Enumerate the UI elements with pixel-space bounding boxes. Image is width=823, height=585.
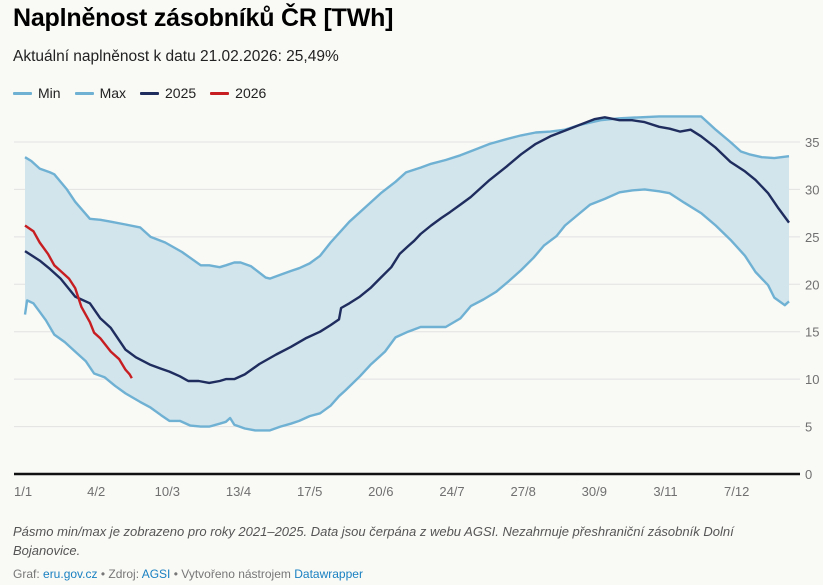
x-tick-label: 20/6 xyxy=(368,484,393,499)
series-line-min xyxy=(23,188,790,432)
legend-label-2025: 2025 xyxy=(165,85,197,101)
series-line-2026 xyxy=(24,224,133,379)
legend: Min Max 2025 2026 xyxy=(13,85,266,101)
datawrapper-link[interactable]: Datawrapper xyxy=(294,567,363,581)
y-tick-label-25: 25 xyxy=(805,230,819,245)
chart-credits: Graf: eru.gov.cz • Zdroj: AGSI • Vytvoře… xyxy=(13,567,363,581)
legend-item-2026: 2026 xyxy=(210,85,266,101)
series-line-2025 xyxy=(24,116,790,385)
y-tick-label-20: 20 xyxy=(805,277,819,292)
x-tick-label: 24/7 xyxy=(439,484,464,499)
y-axis-ticks: 0 5 10 15 20 25 30 35 xyxy=(805,135,819,482)
x-tick-label: 30/9 xyxy=(582,484,607,499)
min-max-band xyxy=(23,115,790,432)
chart-notes: Pásmo min/max je zobrazeno pro roky 2021… xyxy=(13,524,734,558)
legend-label-max: Max xyxy=(99,85,127,101)
x-tick-label: 13/4 xyxy=(226,484,251,499)
legend-item-2025: 2025 xyxy=(140,85,196,101)
source-prefix: • Zdroj: xyxy=(100,567,140,581)
legend-swatch-2026 xyxy=(210,91,230,95)
chart-title: Naplněnost zásobníků ČR [TWh] xyxy=(13,4,394,32)
legend-swatch-2025 xyxy=(140,91,160,95)
series-lines xyxy=(24,116,790,385)
y-tick-label-35: 35 xyxy=(805,135,819,150)
x-tick-label: 27/8 xyxy=(511,484,536,499)
series-line-max xyxy=(24,115,790,280)
legend-label-2026: 2026 xyxy=(235,85,267,101)
band-area xyxy=(25,116,789,431)
graf-prefix: Graf: xyxy=(13,567,40,581)
x-tick-label: 3/11 xyxy=(653,484,677,499)
x-tick-label: 4/2 xyxy=(87,484,105,499)
x-tick-label: 7/12 xyxy=(724,484,749,499)
chart-subtitle: Aktuální naplněnost k datu 21.02.2026: 2… xyxy=(13,48,339,65)
legend-swatch-max xyxy=(74,91,94,95)
y-tick-label-5: 5 xyxy=(805,420,812,435)
graf-link[interactable]: eru.gov.cz xyxy=(43,567,98,581)
x-axis-ticks: 1/1 4/2 10/3 13/4 17/5 20/6 24/7 27/8 30/9 3/11 7/… xyxy=(14,484,749,499)
legend-item-max: Max xyxy=(74,85,127,101)
source-link[interactable]: AGSI xyxy=(141,567,171,581)
y-tick-label-0: 0 xyxy=(805,467,812,482)
legend-item-min: Min xyxy=(13,85,61,101)
created-prefix: • Vytvořeno nástrojem xyxy=(173,567,291,581)
y-tick-label-30: 30 xyxy=(805,182,819,197)
legend-label-min: Min xyxy=(38,85,61,101)
x-tick-label: 1/1 xyxy=(14,484,32,499)
x-tick-label: 10/3 xyxy=(155,484,180,499)
x-tick-label: 17/5 xyxy=(297,484,322,499)
y-tick-label-10: 10 xyxy=(805,372,819,387)
legend-swatch-min xyxy=(13,91,32,95)
y-tick-label-15: 15 xyxy=(805,325,819,340)
